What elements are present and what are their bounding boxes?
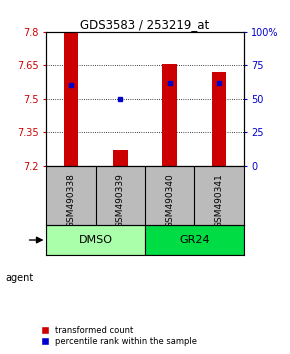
Title: GDS3583 / 253219_at: GDS3583 / 253219_at [80, 18, 210, 31]
Text: GSM490338: GSM490338 [66, 173, 76, 228]
Bar [46, 225, 145, 255]
Text: GR24: GR24 [179, 235, 210, 245]
Bar [162, 64, 177, 166]
Text: agent: agent [6, 273, 34, 283]
Text: GSM490339: GSM490339 [116, 173, 125, 228]
Bar [212, 72, 226, 166]
Bar [145, 225, 244, 255]
Bar [113, 150, 128, 166]
Legend: transformed count, percentile rank within the sample: transformed count, percentile rank withi… [42, 326, 197, 346]
Text: DMSO: DMSO [79, 235, 113, 245]
Text: GSM490341: GSM490341 [214, 173, 224, 228]
Text: GSM490340: GSM490340 [165, 173, 174, 228]
Bar [64, 33, 78, 166]
